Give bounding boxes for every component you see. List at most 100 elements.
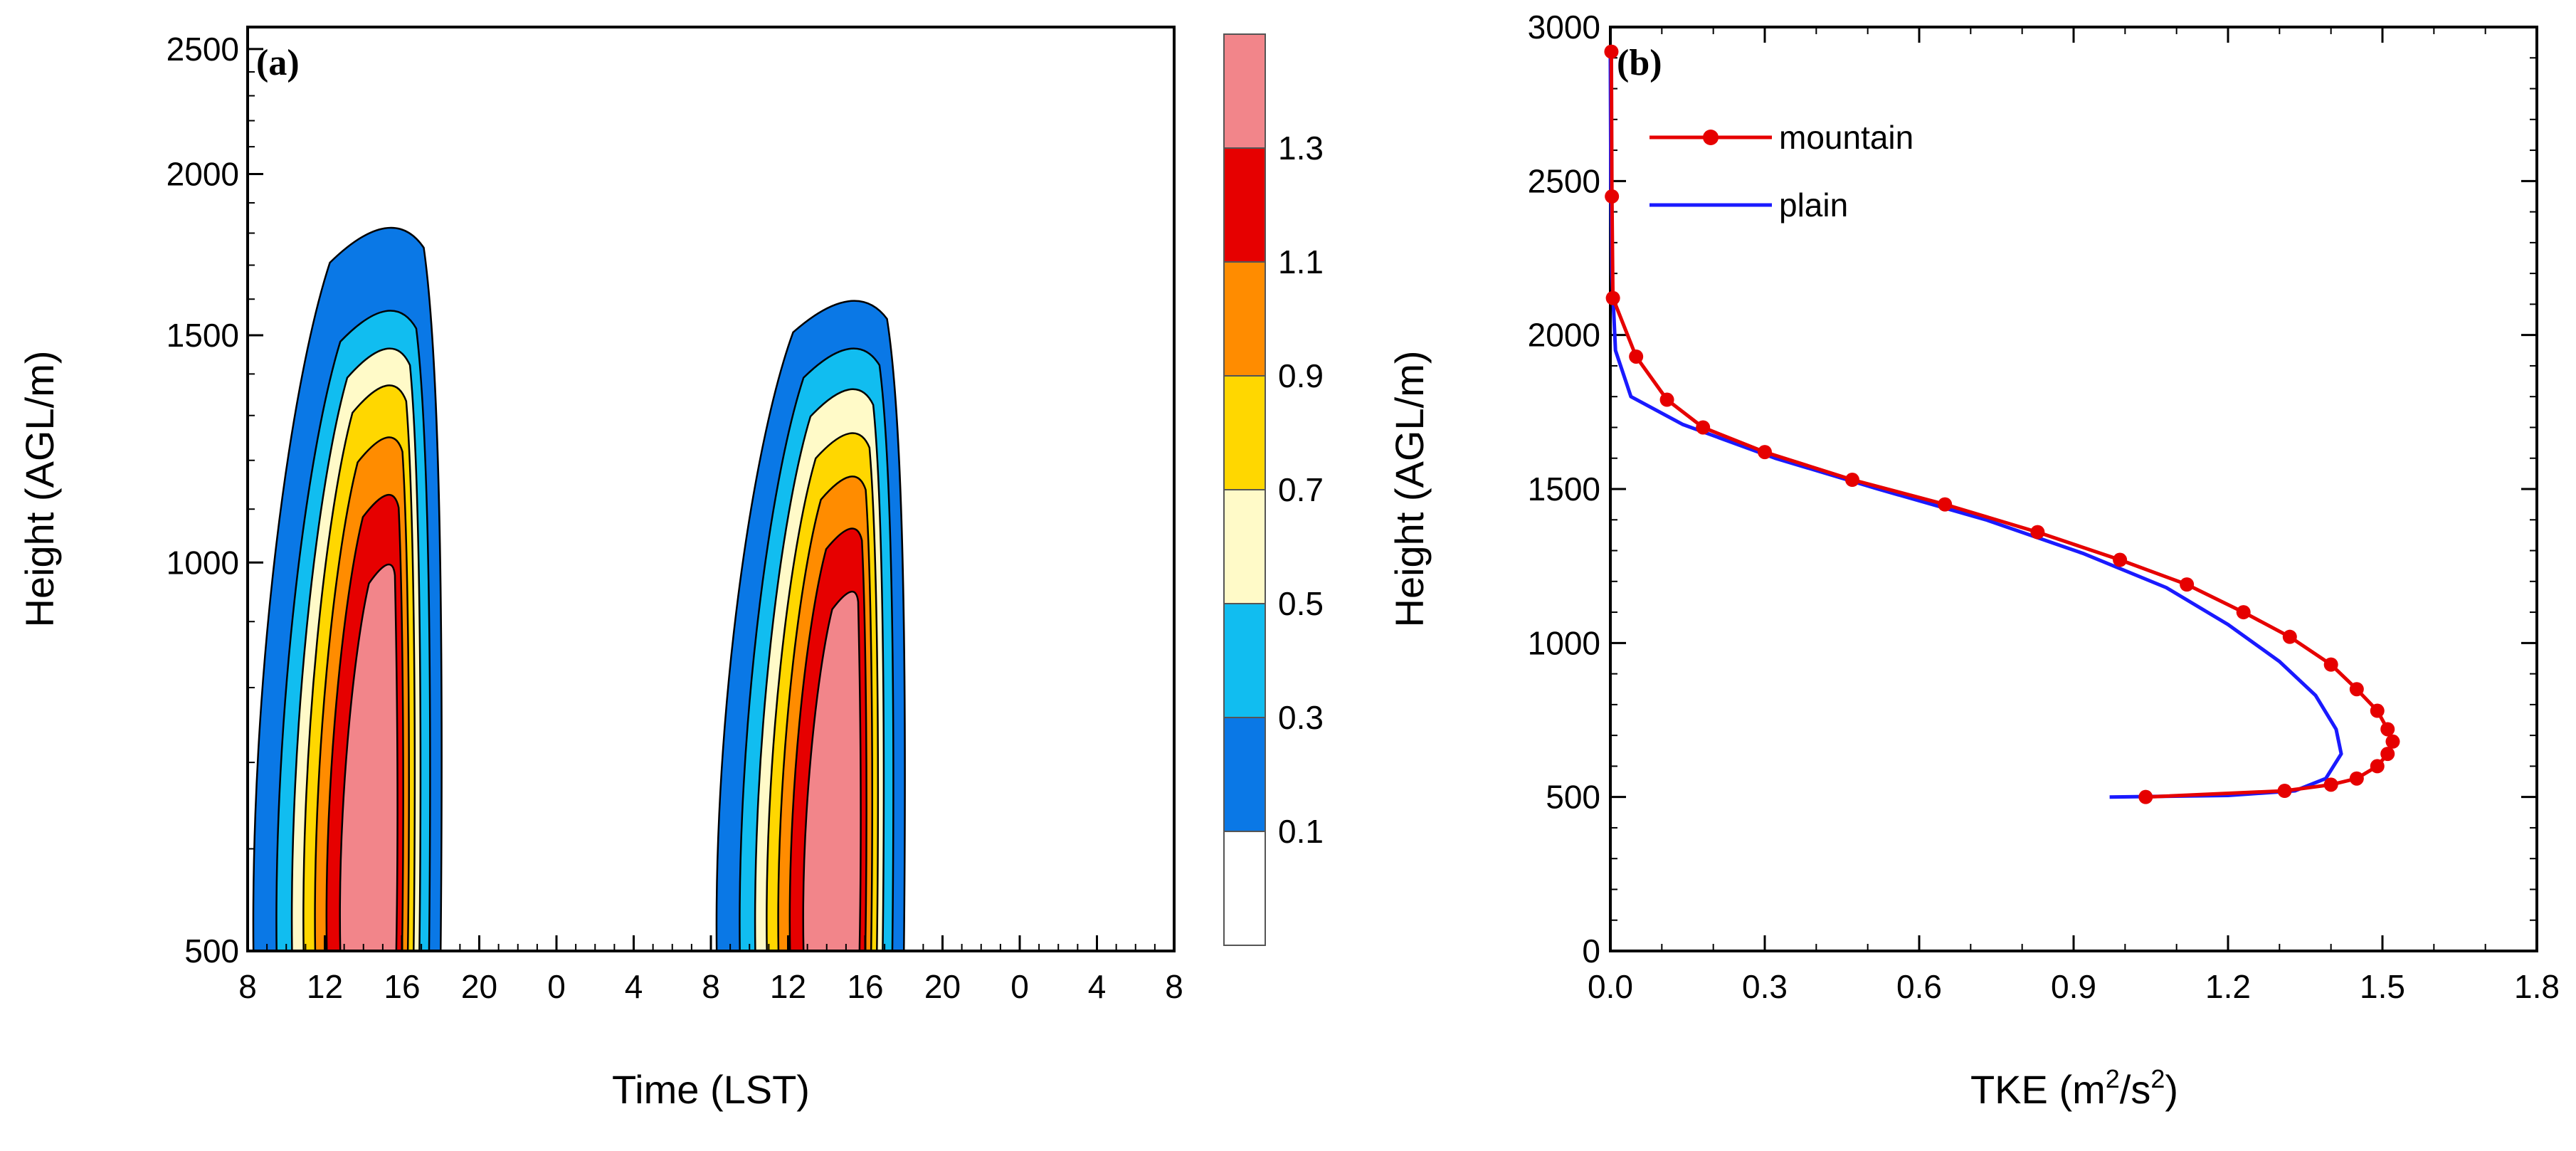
data-point-mountain (2349, 682, 2364, 697)
x-tick-label-a: 0 (547, 968, 566, 1005)
y-axis-title-a: Height (AGL/m) (17, 351, 62, 628)
data-point-mountain (1629, 349, 1644, 364)
colorbar-box-1 (1223, 717, 1266, 832)
legend-label-plain: plain (1779, 186, 1848, 224)
colorbar-label: 0.9 (1278, 357, 1324, 394)
data-point-mountain (2030, 525, 2045, 540)
x-tick-label-b: 0.0 (1588, 968, 1633, 1005)
data-point-mountain (1696, 420, 1711, 435)
colorbar-labels: 0.1 0.3 0.5 0.7 0.9 1.1 1.3 (1278, 130, 1324, 850)
colorbar-box-5 (1223, 261, 1266, 377)
colorbar: 0.1 0.3 0.5 0.7 0.9 1.1 1.3 (1223, 33, 1324, 946)
data-point-mountain (2380, 722, 2395, 737)
data-point-mountain (1659, 392, 1674, 407)
colorbar-boxes (1223, 33, 1266, 946)
x-tick-label-a: 4 (1088, 968, 1107, 1005)
x-tick-label-b: 0.6 (1896, 968, 1942, 1005)
x-tick-label-a: 0 (1010, 968, 1029, 1005)
colorbar-label: 0.5 (1278, 585, 1324, 622)
contour-day1-level-7 (339, 563, 398, 952)
data-point-mountain (2370, 703, 2385, 718)
data-point-mountain (2138, 789, 2153, 804)
colorbar-label: 0.7 (1278, 471, 1324, 508)
data-point-mountain (2282, 629, 2297, 644)
x-tick-label-a: 16 (847, 968, 883, 1005)
data-point-mountain (2113, 552, 2128, 567)
y-tick-label-b: 0 (1582, 932, 1600, 969)
x-tick-label-a: 20 (924, 968, 961, 1005)
y-tick-label-b: 1000 (1528, 624, 1600, 661)
data-point-mountain (2323, 657, 2338, 672)
y-tick-label-a: 2500 (167, 31, 239, 68)
data-point-mountain (1844, 473, 1859, 488)
x-tick-label-b: 0.3 (1742, 968, 1788, 1005)
x-tick-label-a: 12 (770, 968, 806, 1005)
data-point-mountain (2323, 777, 2338, 792)
y-tick-label-b: 1500 (1528, 471, 1600, 508)
y-tick-label-b: 500 (1546, 779, 1600, 816)
y-tick-label-b: 3000 (1528, 9, 1600, 46)
tick-marks-b: 0.0 0.3 0.6 0.9 1.2 1.5 1.8 0 500 1000 1500 2000 250… (1528, 9, 2560, 1005)
legend: mountain plain (1649, 119, 1913, 224)
colorbar-box-6 (1223, 147, 1266, 263)
colorbar-box-2 (1223, 603, 1266, 718)
x-tick-label-a: 20 (461, 968, 497, 1005)
x-tick-label-a: 4 (625, 968, 643, 1005)
data-point-mountain (1605, 189, 1620, 204)
x-tick-label-b: 1.2 (2205, 968, 2251, 1005)
x-tick-label-a: 12 (307, 968, 343, 1005)
colorbar-box-3 (1223, 489, 1266, 604)
colorbar-label: 1.3 (1278, 130, 1324, 167)
x-axis-title-b-sup2: 2 (2150, 1064, 2165, 1093)
data-point-mountain (2180, 577, 2195, 592)
colorbar-box-7 (1223, 33, 1266, 149)
colorbar-label: 1.1 (1278, 243, 1324, 280)
data-point-mountain (2277, 784, 2292, 799)
data-point-mountain (2380, 747, 2395, 762)
x-tick-label-a: 8 (238, 968, 257, 1005)
series-line-mountain (1609, 51, 2395, 799)
plot-frame-b (1609, 26, 2538, 952)
data-point-mountain (2370, 759, 2385, 774)
contour-day2-level-7 (802, 590, 862, 952)
x-axis-title-b-main: TKE (m (1970, 1067, 2106, 1112)
y-tick-label-a: 500 (184, 932, 239, 969)
x-axis-title-a: Time (LST) (612, 1067, 810, 1112)
data-point-mountain (1604, 44, 1619, 59)
x-axis-title-b: TKE (m2/s2) (1970, 1064, 2178, 1112)
panel-b-line-plot: 0.0 0.3 0.6 0.9 1.2 1.5 1.8 0 500 1000 1500 2000 250… (1387, 9, 2560, 1112)
legend-label-mountain: mountain (1779, 119, 1913, 156)
x-tick-label-a: 16 (384, 968, 420, 1005)
y-tick-label-a: 1500 (167, 317, 239, 354)
x-axis-title-b-mid: /s (2120, 1067, 2151, 1112)
data-point-mountain (1758, 445, 1772, 460)
x-tick-label-a: 8 (1165, 968, 1183, 1005)
x-tick-label-b: 1.8 (2514, 968, 2560, 1005)
x-tick-label-b: 0.9 (2051, 968, 2096, 1005)
contour-fills (252, 226, 906, 952)
data-point-mountain (2385, 734, 2400, 749)
colorbar-label: 0.1 (1278, 813, 1324, 850)
x-axis-title-b-end: ) (2165, 1067, 2178, 1112)
panel-label-b: (b) (1617, 43, 1662, 83)
y-tick-label-b: 2500 (1528, 162, 1600, 199)
series-line-plain (1608, 58, 2343, 799)
panel-label-a: (a) (256, 43, 300, 83)
legend-marker-mountain (1703, 130, 1719, 145)
y-tick-label-a: 2000 (167, 156, 239, 193)
colorbar-box-0 (1223, 831, 1266, 946)
x-tick-label-a: 8 (702, 968, 720, 1005)
colorbar-box-4 (1223, 375, 1266, 490)
series-lines (1604, 44, 2400, 804)
y-axis-title-b: Height (AGL/m) (1387, 351, 1432, 628)
colorbar-label: 0.3 (1278, 699, 1324, 736)
x-tick-label-b: 1.5 (2360, 968, 2405, 1005)
data-point-mountain (2236, 605, 2251, 620)
data-point-mountain (1938, 497, 1953, 512)
x-axis-title-b-sup1: 2 (2106, 1064, 2120, 1093)
y-tick-label-a: 1000 (167, 544, 239, 581)
data-point-mountain (2349, 771, 2364, 786)
